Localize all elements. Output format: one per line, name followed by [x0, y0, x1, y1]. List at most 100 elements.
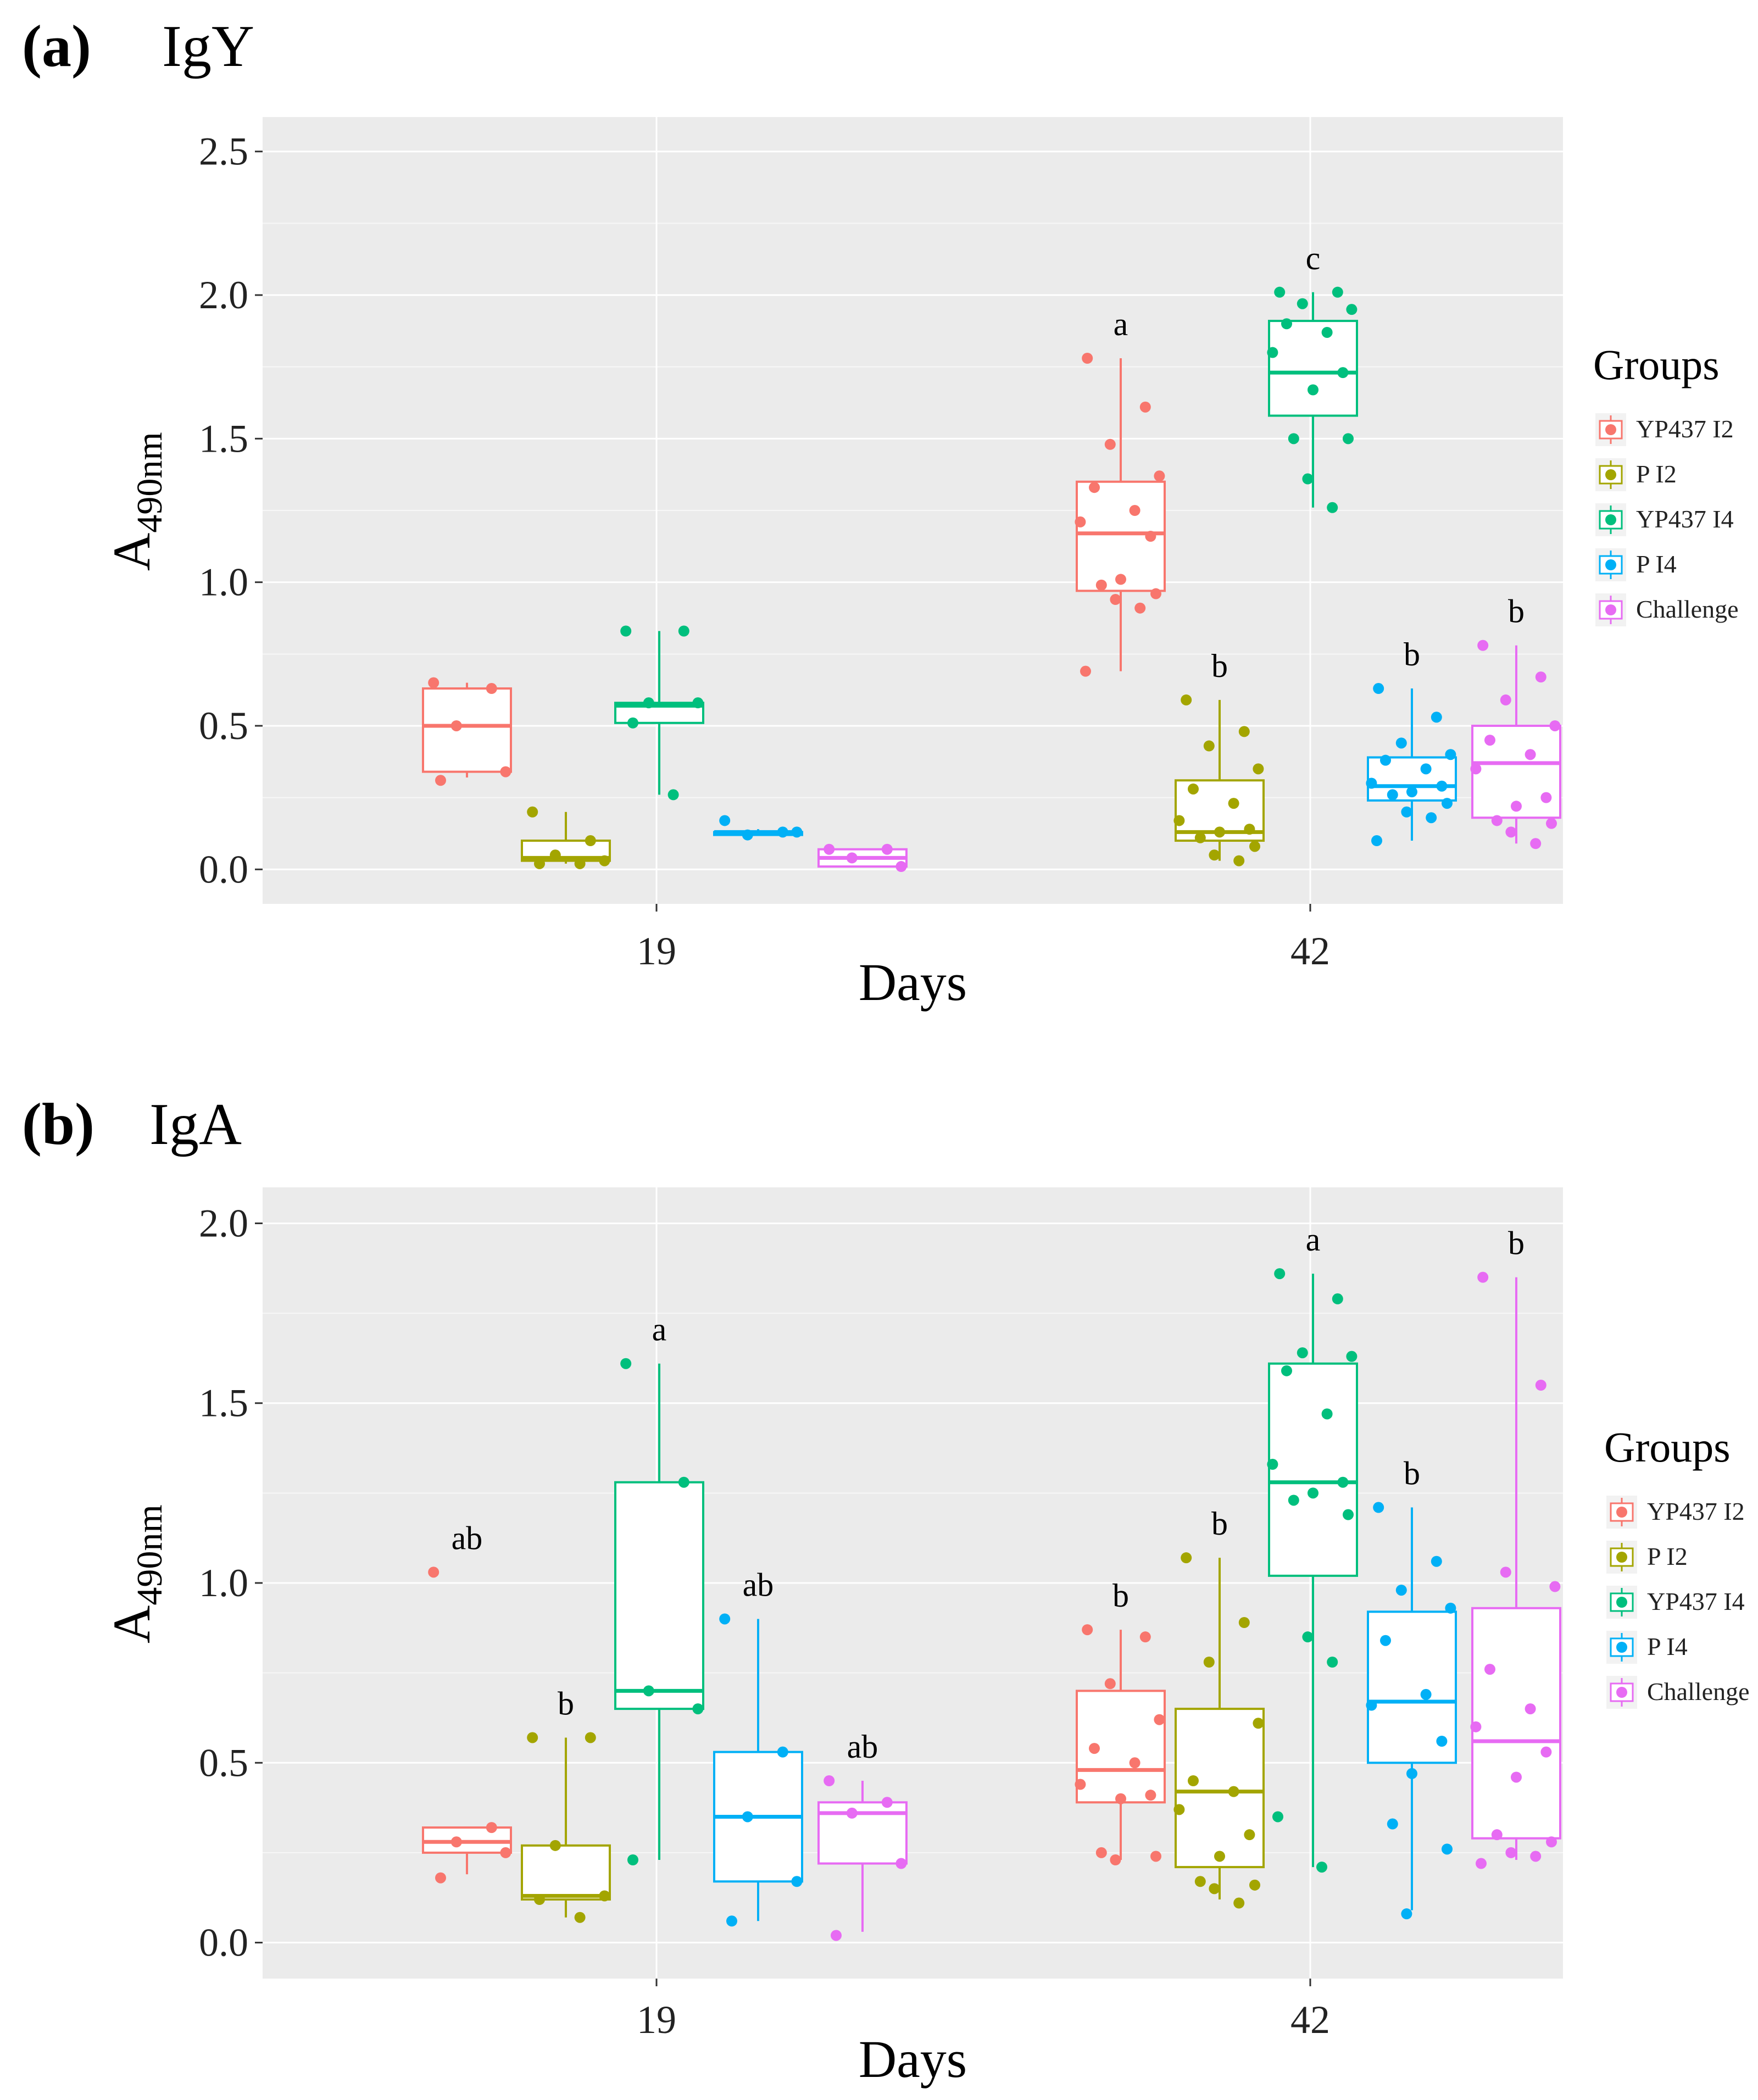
data-point: [1500, 694, 1511, 705]
data-point: [846, 852, 858, 864]
data-point: [742, 1811, 753, 1823]
data-point: [486, 1822, 497, 1834]
data-point: [1302, 1631, 1314, 1643]
data-point: [1401, 1908, 1412, 1920]
data-point: [1406, 1768, 1417, 1779]
significance-letter: c: [1306, 240, 1321, 276]
data-point: [549, 849, 561, 861]
box-19-p-i2: [521, 806, 611, 869]
significance-letter: b: [1112, 1577, 1129, 1614]
data-point: [1549, 1581, 1561, 1592]
significance-letter: a: [1114, 306, 1128, 342]
data-point: [1267, 1459, 1278, 1470]
y-tick-label: 1.5: [199, 416, 248, 460]
data-point: [1343, 1509, 1354, 1520]
significance-letter: b: [558, 1685, 574, 1721]
box-19-yp437-i4: a: [614, 1312, 704, 1865]
data-point: [1406, 786, 1417, 798]
y-axis-title-main: A: [102, 1605, 161, 1643]
y-axis-title-subscript: 490nm: [130, 1504, 170, 1605]
significance-letter: b: [1404, 636, 1420, 673]
data-point: [527, 1732, 538, 1743]
data-point: [1228, 1786, 1239, 1797]
panel-letter: (b): [22, 1092, 94, 1157]
data-point: [1549, 720, 1561, 731]
data-point: [1181, 1552, 1192, 1564]
data-point: [1082, 353, 1093, 364]
box-42-challenge: b: [1470, 1225, 1561, 1869]
data-point: [1420, 1688, 1432, 1700]
data-point: [1395, 737, 1407, 749]
data-point: [1491, 1829, 1503, 1841]
y-tick-label: 0.5: [199, 1741, 248, 1785]
y-axis-title-main: A: [102, 533, 161, 571]
data-point: [1145, 531, 1156, 542]
data-point: [1173, 1804, 1185, 1815]
legend-key-point: [1605, 604, 1616, 615]
significance-letter: a: [1306, 1221, 1321, 1258]
data-point: [500, 766, 511, 777]
box-19-yp437-i2: [422, 677, 512, 786]
data-point: [1445, 1602, 1456, 1614]
data-point: [742, 829, 753, 841]
y-tick-label: 2.0: [199, 273, 248, 317]
data-point: [1505, 826, 1517, 838]
panel-letter: (a): [22, 14, 91, 79]
data-point: [620, 1358, 632, 1369]
data-point: [620, 625, 632, 637]
data-point: [643, 697, 654, 709]
data-point: [1154, 1714, 1165, 1725]
x-tick-label: 19: [637, 1998, 676, 2042]
data-point: [1249, 1879, 1260, 1891]
box-19-challenge: [817, 843, 908, 873]
data-point: [1129, 505, 1141, 516]
data-point: [1253, 763, 1264, 775]
data-point: [1095, 1847, 1107, 1858]
data-point: [1426, 812, 1437, 824]
box-42-yp437-i2: b: [1075, 1577, 1166, 1865]
data-point: [1203, 1657, 1215, 1668]
legend-label: YP437 I2: [1636, 415, 1734, 443]
data-point: [1346, 1351, 1358, 1362]
legend-key-point: [1605, 559, 1616, 570]
data-point: [1337, 1476, 1349, 1488]
data-point: [1272, 1811, 1283, 1823]
data-point: [1203, 740, 1215, 752]
data-point: [428, 1566, 439, 1578]
data-point: [1115, 1793, 1126, 1804]
data-point: [881, 843, 893, 855]
significance-letter: b: [1508, 593, 1525, 630]
y-axis-title-subscript: 490nm: [130, 432, 170, 532]
legend-label: YP437 I4: [1636, 505, 1734, 533]
data-point: [1436, 780, 1448, 792]
data-point: [1436, 1736, 1448, 1747]
data-point: [1134, 602, 1146, 614]
data-point: [1274, 286, 1286, 298]
data-point: [1095, 579, 1107, 591]
data-point: [1476, 1858, 1487, 1869]
legend-label: YP437 I4: [1647, 1587, 1745, 1615]
data-point: [1188, 1775, 1199, 1786]
data-point: [1321, 1408, 1333, 1420]
data-point: [1274, 1268, 1286, 1280]
data-point: [450, 720, 462, 731]
data-point: [1297, 1347, 1308, 1359]
data-point: [1401, 806, 1412, 818]
y-tick-label: 2.0: [199, 1201, 248, 1245]
data-point: [1373, 683, 1384, 695]
box-42-yp437-i4: a: [1267, 1221, 1358, 1873]
legend-label: Challenge: [1647, 1677, 1750, 1705]
data-point: [1511, 1771, 1522, 1783]
data-point: [1288, 1495, 1299, 1506]
x-axis-title: Days: [859, 953, 967, 1012]
legend-label: P I2: [1636, 460, 1677, 488]
data-point: [1380, 754, 1391, 766]
chart-panel-a: (a) IgY 0.0 0.5 1.0 1.5 2.0 2.5 19 42 Days A490nm a b…: [22, 14, 1739, 1012]
data-point: [1238, 726, 1250, 737]
data-point: [1209, 849, 1220, 861]
legend-key-point: [1616, 1687, 1627, 1698]
box-42-p-i2: b: [1173, 648, 1265, 866]
data-point: [1288, 433, 1299, 445]
data-point: [1380, 1635, 1391, 1646]
data-point: [1505, 1847, 1517, 1858]
